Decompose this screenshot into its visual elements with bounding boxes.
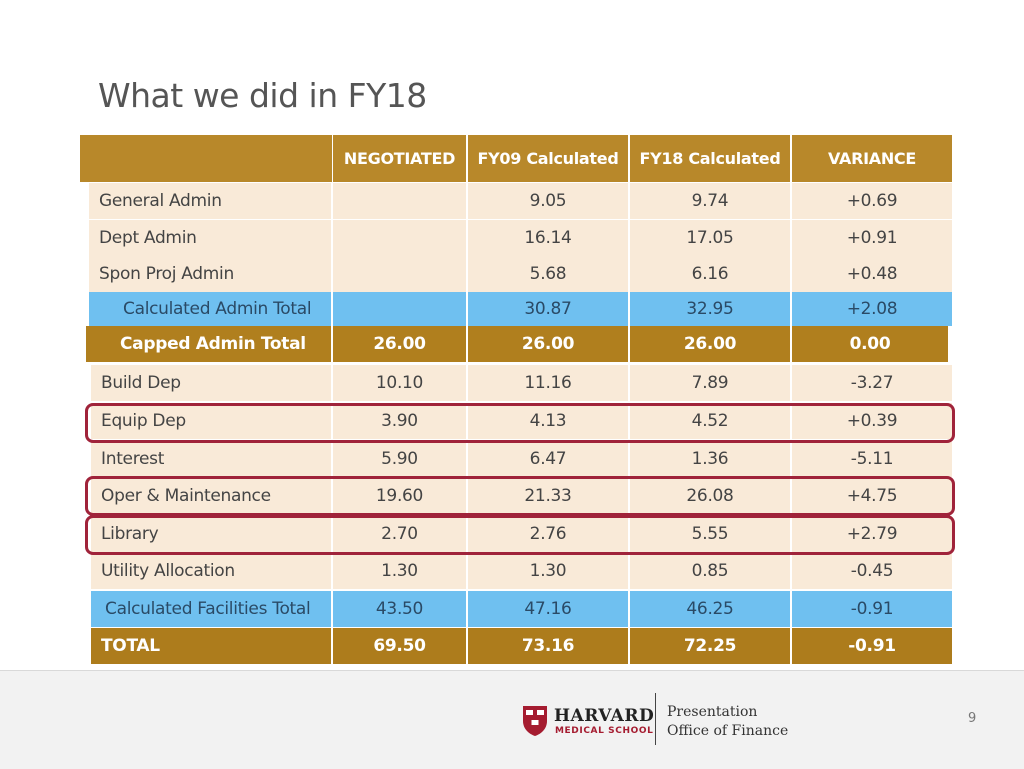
row-value: 26.00 — [630, 326, 790, 362]
row-value: 7.89 — [630, 365, 790, 401]
row-label: General Admin — [89, 183, 331, 219]
row-value: 9.74 — [630, 183, 790, 219]
header-cell — [80, 135, 332, 182]
footer-bar — [0, 670, 1024, 769]
logo-harvard: HARVARD — [554, 706, 655, 726]
harvard-shield-icon — [523, 706, 547, 736]
row-value: 5.55 — [630, 516, 790, 552]
row-value: 0.85 — [630, 553, 790, 589]
row-label: TOTAL — [91, 628, 331, 664]
row-value: 2.76 — [468, 516, 628, 552]
row-value: 3.90 — [333, 403, 466, 439]
row-value: 72.25 — [630, 628, 790, 664]
row-value: 47.16 — [468, 591, 628, 627]
row-value: 6.47 — [468, 441, 628, 477]
row-label: Equip Dep — [91, 403, 331, 439]
row-label: Build Dep — [91, 365, 331, 401]
row-value: 0.00 — [792, 326, 948, 362]
row-value: 21.33 — [468, 478, 628, 514]
row-label: Spon Proj Admin — [89, 256, 331, 292]
row-label: Utility Allocation — [91, 553, 331, 589]
row-value: 26.00 — [468, 326, 628, 362]
row-value: 46.25 — [630, 591, 790, 627]
row-value: +2.08 — [792, 292, 952, 326]
row-label: Capped Admin Total — [86, 326, 331, 362]
page-number: 9 — [968, 711, 977, 726]
row-value: +0.39 — [792, 403, 952, 439]
row-value — [333, 183, 466, 219]
row-value: 73.16 — [468, 628, 628, 664]
row-value: 32.95 — [630, 292, 790, 326]
header-cell: VARIANCE — [792, 135, 952, 182]
row-value: -0.91 — [792, 591, 952, 627]
row-value — [333, 220, 466, 256]
row-value: +2.79 — [792, 516, 952, 552]
footer-divider — [655, 693, 656, 745]
footer-presentation: Presentation — [667, 704, 758, 720]
row-value: 9.05 — [468, 183, 628, 219]
slide-title: What we did in FY18 — [98, 76, 427, 115]
header-cell: FY09 Calculated — [468, 135, 628, 182]
header-cell: NEGOTIATED — [333, 135, 466, 182]
row-value: 1.30 — [333, 553, 466, 589]
row-value: -3.27 — [792, 365, 952, 401]
row-label: Oper & Maintenance — [91, 478, 331, 514]
row-value: -5.11 — [792, 441, 952, 477]
row-value: 11.16 — [468, 365, 628, 401]
row-value: 5.68 — [468, 256, 628, 292]
row-value: 2.70 — [333, 516, 466, 552]
row-label: Dept Admin — [89, 220, 331, 256]
row-value: 26.08 — [630, 478, 790, 514]
header-cell: FY18 Calculated — [630, 135, 790, 182]
row-value: 16.14 — [468, 220, 628, 256]
row-value: +0.69 — [792, 183, 952, 219]
row-label: Interest — [91, 441, 331, 477]
row-value: 4.52 — [630, 403, 790, 439]
row-value: -0.45 — [792, 553, 952, 589]
row-value: 30.87 — [468, 292, 628, 326]
row-value: 1.30 — [468, 553, 628, 589]
row-value: 1.36 — [630, 441, 790, 477]
row-value — [333, 256, 466, 292]
footer-office: Office of Finance — [667, 723, 789, 739]
row-value: +4.75 — [792, 478, 952, 514]
row-label: Calculated Facilities Total — [91, 591, 331, 627]
row-value: 4.13 — [468, 403, 628, 439]
row-value: 69.50 — [333, 628, 466, 664]
row-label: Calculated Admin Total — [89, 292, 331, 326]
row-label: Library — [91, 516, 331, 552]
row-value: 26.00 — [333, 326, 466, 362]
row-value: +0.91 — [792, 220, 952, 256]
row-value — [333, 292, 466, 326]
row-value: 6.16 — [630, 256, 790, 292]
row-value: 17.05 — [630, 220, 790, 256]
row-value: 5.90 — [333, 441, 466, 477]
row-value: +0.48 — [792, 256, 952, 292]
logo-medical-school: MEDICAL SCHOOL — [555, 726, 654, 736]
row-value: 10.10 — [333, 365, 466, 401]
row-value: 19.60 — [333, 478, 466, 514]
row-value: -0.91 — [792, 628, 952, 664]
row-value: 43.50 — [333, 591, 466, 627]
